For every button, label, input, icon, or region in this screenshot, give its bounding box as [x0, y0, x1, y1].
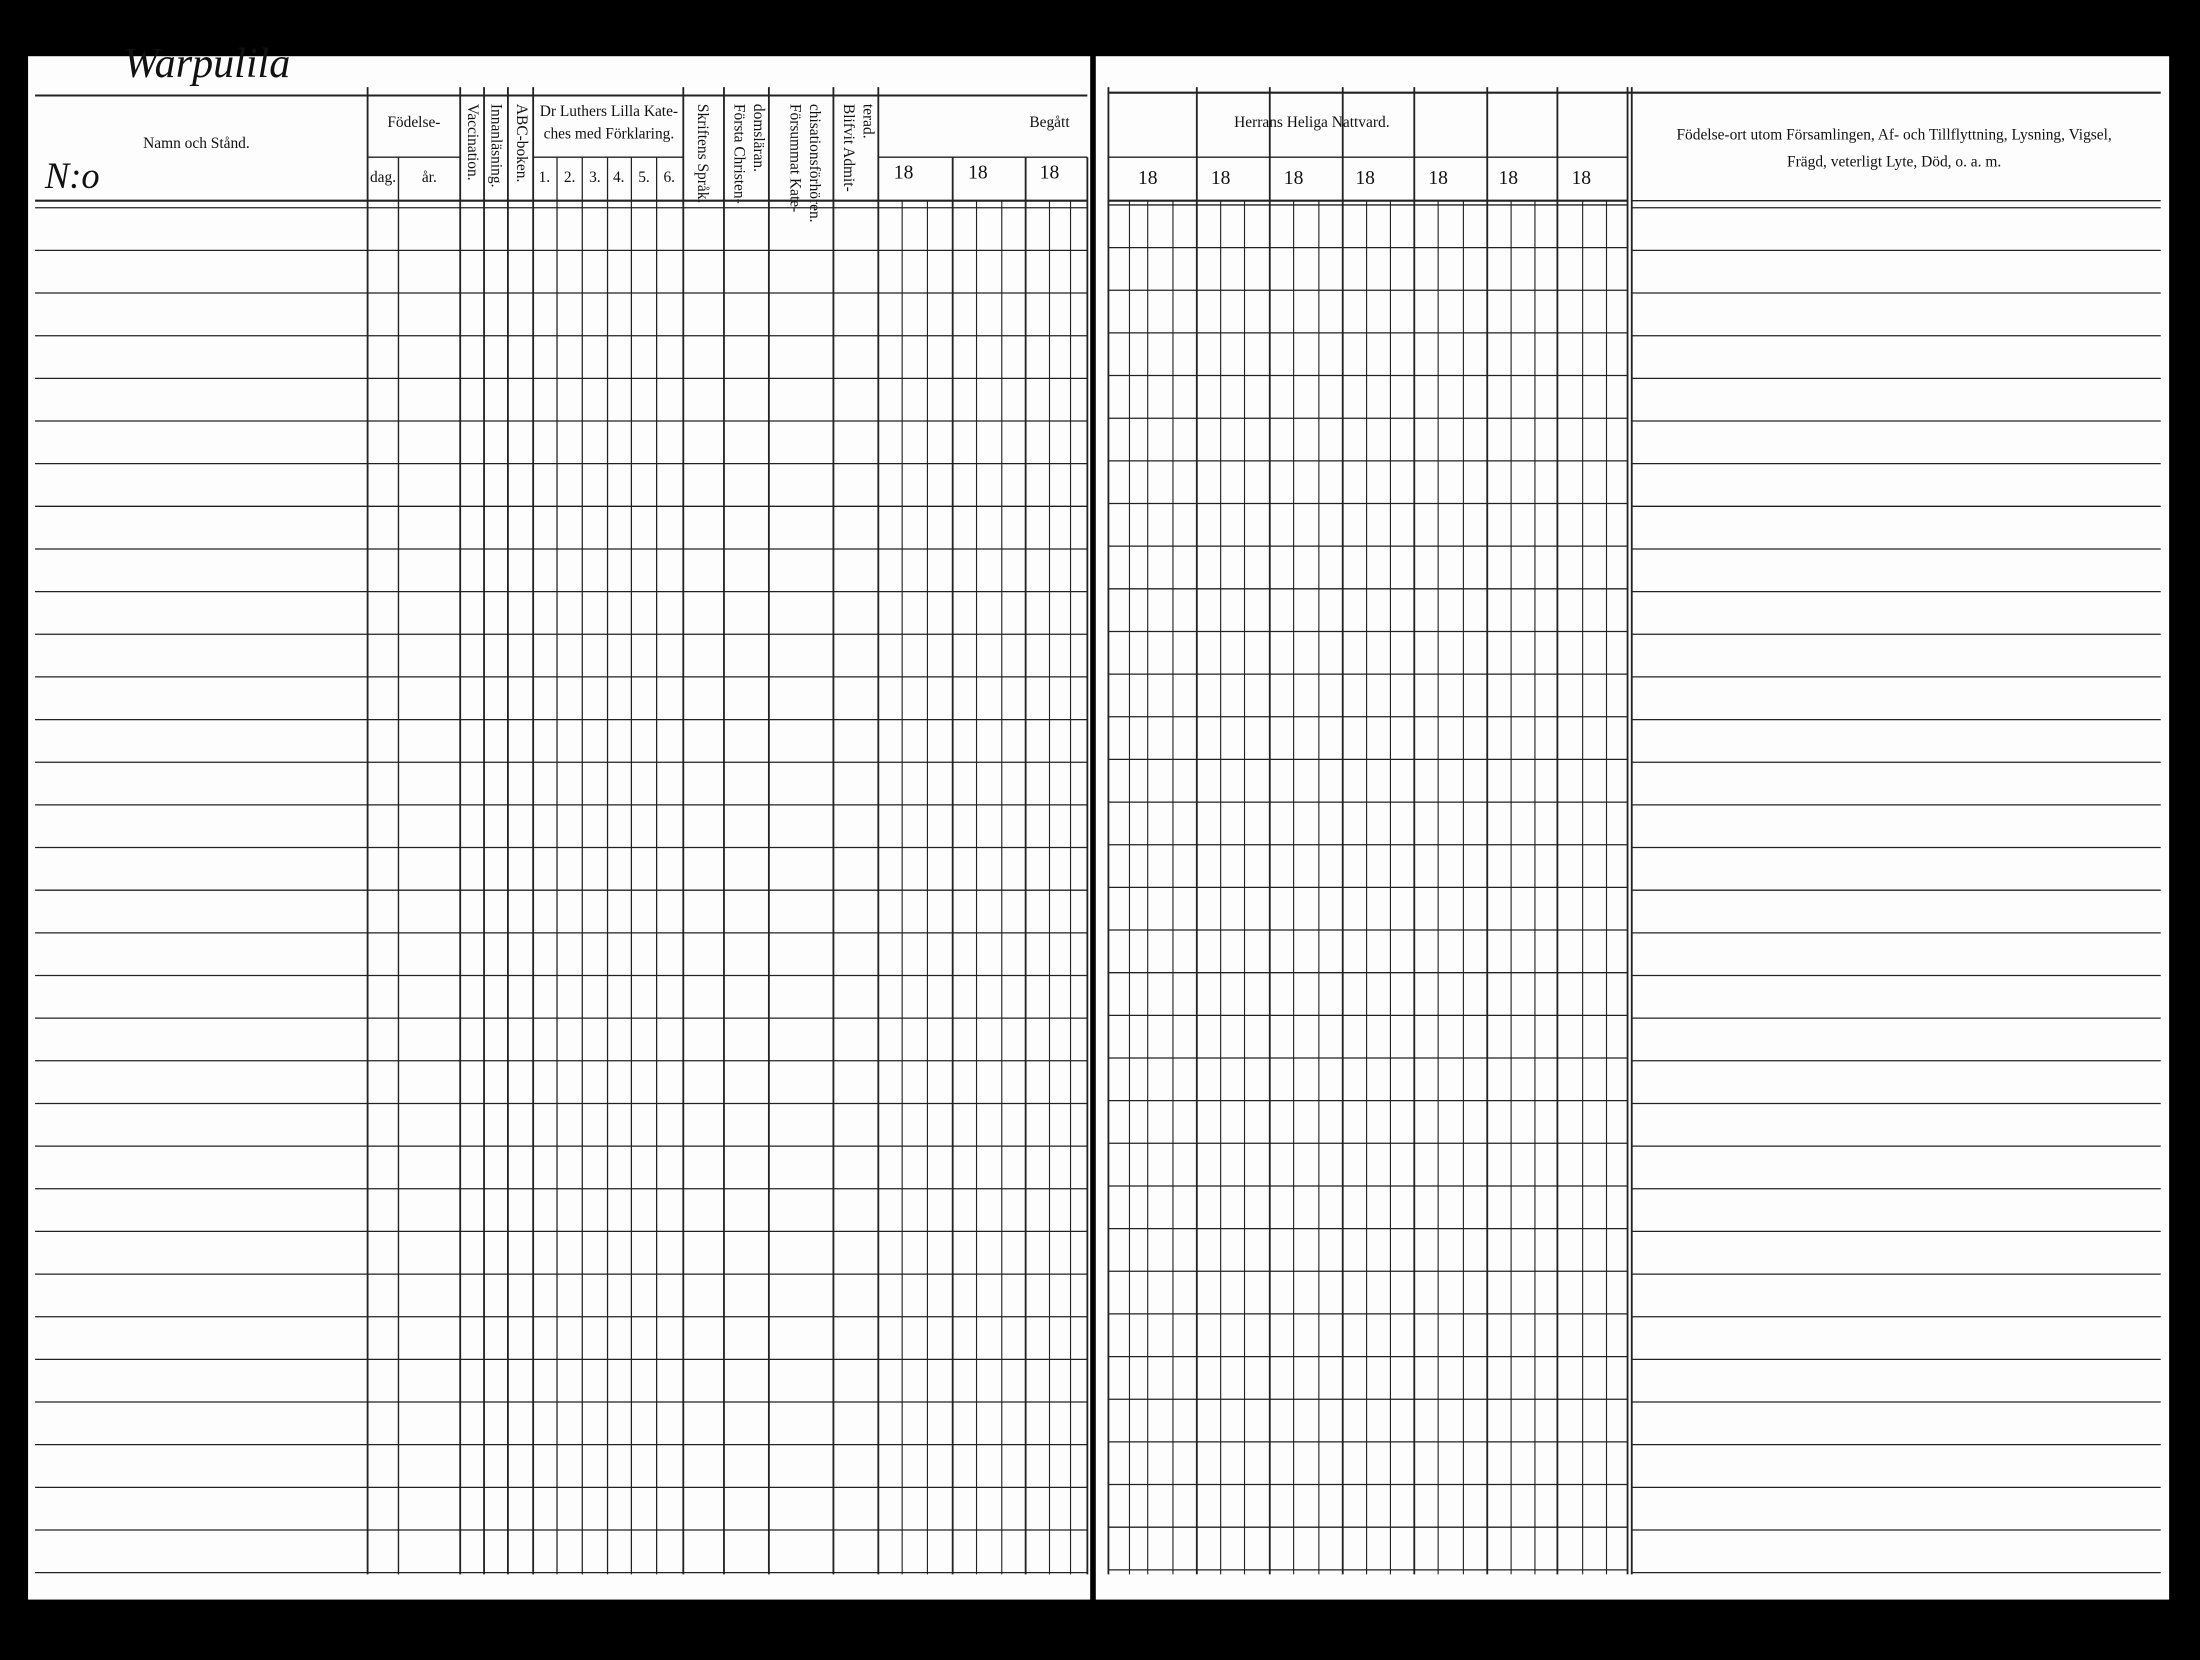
header-begatt: Begått: [1029, 114, 1070, 131]
catechism-part: 1.: [539, 169, 551, 186]
year-label: 18: [1211, 167, 1231, 189]
header-birth: Födelse-: [387, 114, 440, 131]
year-label: 18: [1284, 167, 1304, 189]
catechism-part: 4.: [613, 169, 625, 186]
left-page: [28, 56, 1091, 1600]
number-label: N:o: [44, 156, 100, 196]
header-admitted: terad.: [860, 104, 877, 139]
parish-name: Warpulila: [123, 40, 290, 87]
year-label: 18: [1138, 167, 1158, 189]
header-first-doctrine: domsläran.: [750, 104, 767, 172]
catechism-part: 5.: [638, 169, 650, 186]
year-label: 18: [1571, 167, 1591, 189]
header-missed: chisationsförhören.: [806, 104, 823, 223]
catechism-part: 2.: [564, 169, 576, 186]
header-abc: ABC-boken.: [513, 104, 530, 182]
year-label: 18: [1355, 167, 1375, 189]
year-label: 18: [1040, 162, 1060, 184]
catechism-part: 6.: [663, 169, 675, 186]
catechism-part: 3.: [589, 169, 601, 186]
header-scripture: Skriftens Språk.: [694, 104, 711, 203]
year-label: 18: [1498, 167, 1518, 189]
header-communion: Herrans Heliga Nattvard.: [1234, 114, 1389, 131]
year-label: 18: [1428, 167, 1448, 189]
header-vaccination: Vaccination.: [464, 104, 481, 181]
header-missed: Försummat Kate-: [787, 104, 804, 212]
header-first-doctrine: Första Christen-: [730, 104, 747, 204]
header-name: Namn och Stånd.: [143, 135, 250, 152]
header-catechism: ches med Förklaring.: [544, 125, 675, 142]
header-day: dag.: [370, 169, 396, 186]
year-label: 18: [894, 162, 914, 184]
header-remarks: Frägd, veterligt Lyte, Död, o. a. m.: [1787, 153, 2001, 170]
header-catechism: Dr Luthers Lilla Kate-: [540, 103, 678, 120]
header-remarks: Födelse-ort utom Församlingen, Af- och T…: [1676, 127, 2111, 144]
header-year: år.: [422, 169, 437, 186]
header-reading: Innanläsning.: [488, 104, 505, 188]
year-label: 18: [968, 162, 988, 184]
header-admitted: Blifvit Admit-: [840, 104, 857, 192]
